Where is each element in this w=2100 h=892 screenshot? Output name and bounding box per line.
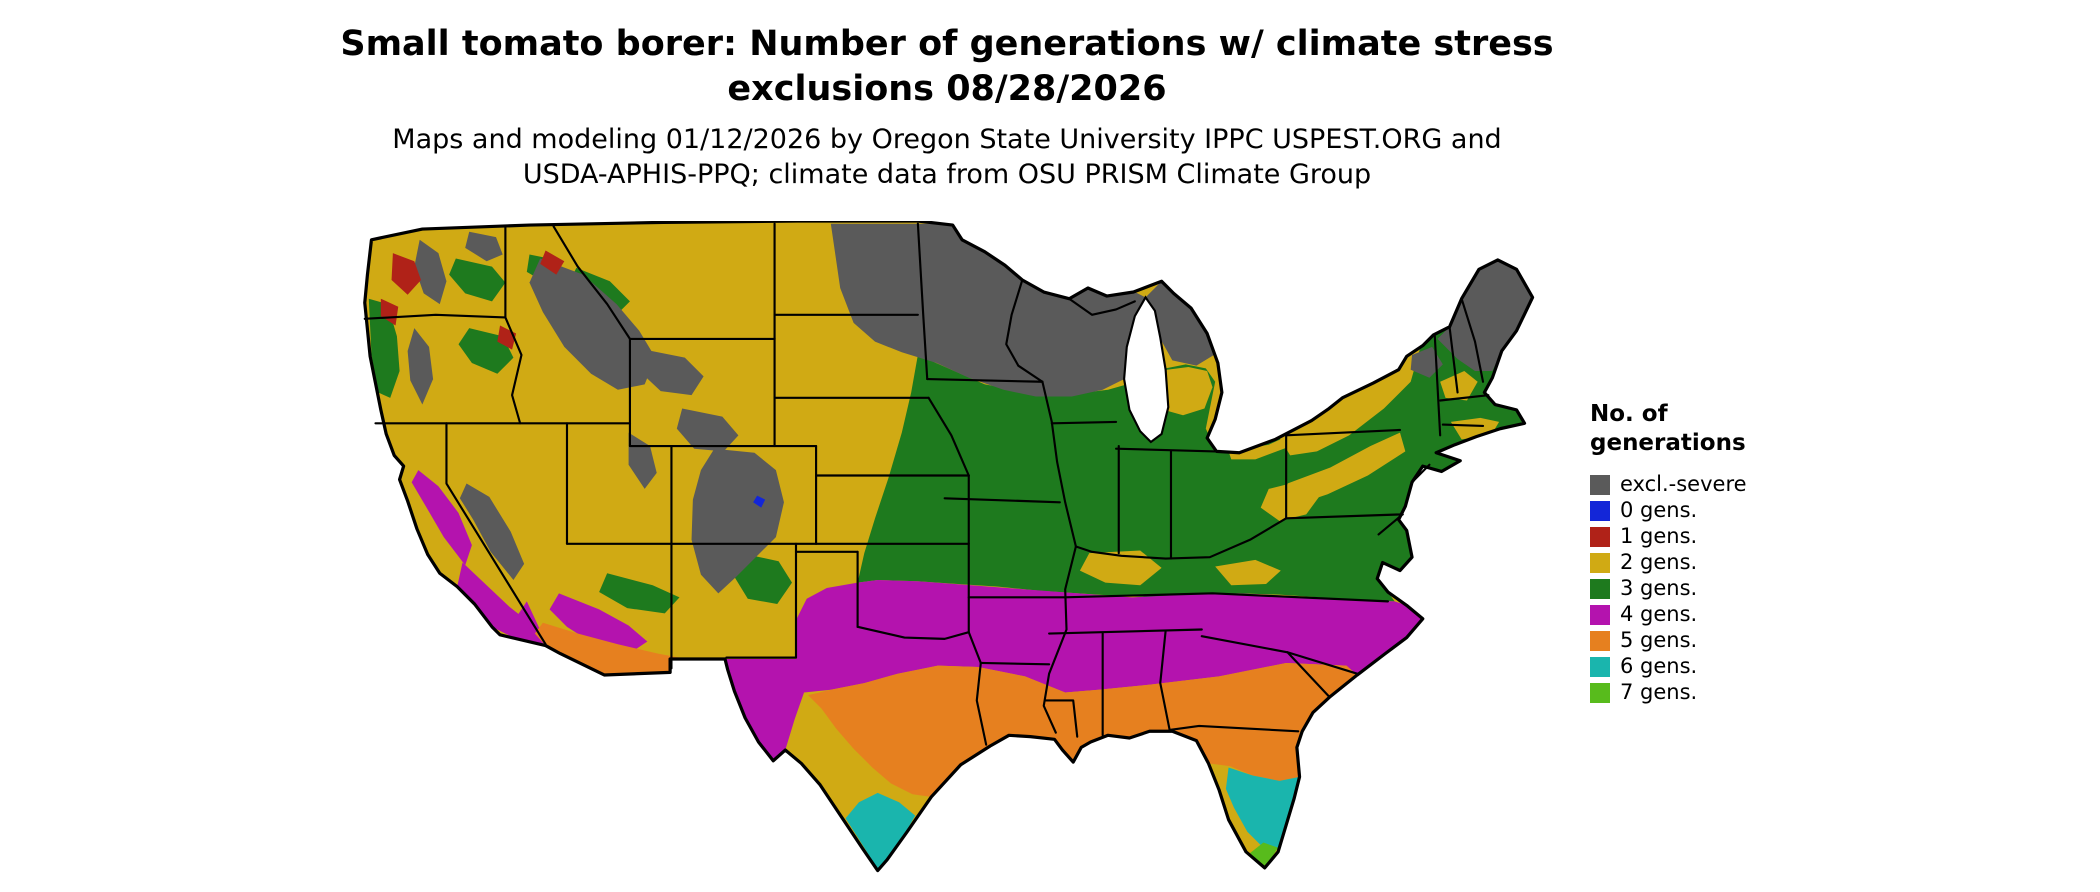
subtitle-line-2: USDA-APHIS-PPQ; climate data from OSU PR… [522, 159, 1372, 191]
legend-swatch-6-gens [1590, 656, 1610, 677]
region-4-gens [411, 470, 1423, 761]
legend-title: No. of generations [1590, 400, 1890, 458]
us-map-svg [363, 221, 1535, 873]
legend-item: 7 gens. [1590, 680, 1890, 706]
legend-label: 2 gens. [1620, 550, 1698, 574]
legend-label: 0 gens. [1620, 498, 1698, 522]
legend-swatch-4-gens [1590, 604, 1610, 625]
legend-item: 4 gens. [1590, 602, 1890, 628]
legend-item: 5 gens. [1590, 628, 1890, 654]
legend-title-line-1: No. of [1590, 401, 1668, 427]
legend-swatch-3-gens [1590, 578, 1610, 599]
legend-swatch-excl-severe [1590, 474, 1610, 495]
subtitle-line-1: Maps and modeling 01/12/2026 by Oregon S… [392, 124, 1502, 155]
legend-item: 6 gens. [1590, 654, 1890, 680]
title-line-2: exclusions 08/28/2026 [727, 68, 1167, 109]
us-outline [363, 221, 1535, 873]
legend-item: 1 gens. [1590, 524, 1890, 550]
legend-label: 4 gens. [1620, 602, 1698, 626]
legend-swatch-1-gens [1590, 526, 1610, 547]
legend-item: 2 gens. [1590, 550, 1890, 576]
legend-swatch-7-gens [1590, 682, 1610, 703]
legend-title-line-2: generations [1590, 429, 1746, 456]
legend-swatch-5-gens [1590, 630, 1610, 651]
lake-michigan [1123, 295, 1170, 444]
region-0-gens [753, 495, 766, 508]
legend-label: 1 gens. [1620, 524, 1698, 548]
state-borders [363, 222, 1490, 746]
region-1-gens [380, 250, 565, 350]
legend-swatch-2-gens [1590, 552, 1610, 573]
legend-item: 3 gens. [1590, 576, 1890, 602]
legend-item: excl.-severe [1590, 472, 1890, 498]
legend-label: 3 gens. [1620, 576, 1698, 600]
region-6-gens [845, 767, 1300, 870]
legend-item: 0 gens. [1590, 498, 1890, 524]
legend-label: 6 gens. [1620, 654, 1698, 678]
legend-label: 7 gens. [1620, 680, 1698, 704]
legend-swatch-0-gens [1590, 500, 1610, 521]
map-title: Small tomato borer: Number of generation… [0, 22, 1894, 112]
legend: No. of generations excl.-severe 0 gens. … [1590, 400, 1890, 706]
map-regions [364, 221, 1533, 871]
title-line-1: Small tomato borer: Number of generation… [340, 24, 1554, 64]
region-7-gens [1249, 842, 1279, 868]
region-excl-severe [407, 223, 1533, 594]
us-generations-map [342, 221, 1554, 884]
map-subtitle: Maps and modeling 01/12/2026 by Oregon S… [0, 122, 1894, 192]
legend-label: 5 gens. [1620, 628, 1698, 652]
legend-label: excl.-severe [1620, 472, 1747, 496]
